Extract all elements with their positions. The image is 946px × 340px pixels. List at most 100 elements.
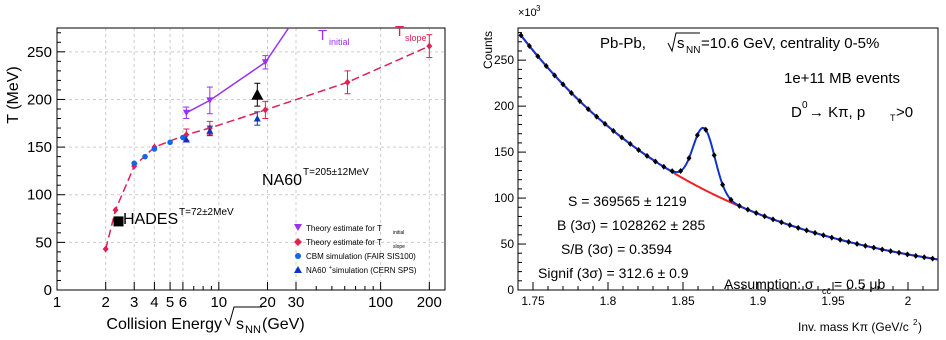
stat-signal: S = 369565 ± 1219 (568, 193, 687, 209)
left-point-s2-4 (180, 134, 186, 141)
svg-text:slope: slope (393, 244, 405, 250)
total-fit-curve (520, 34, 939, 261)
left-y-tick-label-1: 50 (35, 234, 52, 251)
left-point-s3-2 (253, 115, 261, 122)
svg-text:=10.6 GeV, centrality 0-5%: =10.6 GeV, centrality 0-5% (701, 35, 879, 52)
svg-text:CBM simulation (FAIR SIS100): CBM simulation (FAIR SIS100) (306, 252, 416, 261)
stat-s-over-b: S/B (3σ) = 0.3594 (561, 241, 672, 257)
svg-text:HADES: HADES (123, 211, 178, 228)
data-point-6 (568, 89, 574, 96)
svg-text:×10: ×10 (518, 7, 537, 19)
svg-text:T: T (318, 27, 327, 44)
data-point-27 (745, 206, 751, 213)
data-point-15 (644, 152, 650, 159)
data-point-14 (636, 146, 642, 153)
svg-text:T=205±12MeV: T=205±12MeV (303, 167, 369, 178)
svg-text:simulation (CERN SPS): simulation (CERN SPS) (332, 266, 417, 275)
left-point-s1-8 (426, 42, 433, 50)
stat-background: B (3σ) = 1028262 ± 285 (557, 217, 705, 233)
left-chart: 1 2 3 4 5 6 10 20 30 100 200 0 50 100 150 200 250 T (MeV… (5, 23, 446, 336)
left-point-s0-0 (182, 109, 190, 117)
left-x-axis-label: Collision Energy s NN (GeV) (106, 306, 305, 336)
svg-text:(GeV): (GeV) (262, 316, 305, 333)
left-point-s1-6 (262, 106, 269, 114)
data-point-11 (610, 127, 616, 134)
left-point-s2-2 (151, 146, 158, 152)
data-point-2 (535, 53, 541, 60)
left-y-tick-label-2: 100 (27, 187, 52, 204)
svg-text:): ) (918, 320, 922, 334)
data-point-5 (560, 81, 566, 88)
left-y-tick-label-3: 150 (27, 139, 52, 156)
data-point-20 (686, 155, 692, 162)
label-t-slope: T slope (395, 23, 427, 43)
svg-text:NA60: NA60 (306, 266, 327, 275)
left-x-tick-label-4: 5 (166, 294, 174, 311)
data-point-47 (913, 252, 919, 259)
left-x-tick-label-8: 30 (288, 294, 305, 311)
data-point-9 (594, 113, 600, 120)
data-point-16 (652, 158, 658, 165)
legend-entry-na60-sim: NA60 + simulation (CERN SPS) (294, 265, 417, 275)
svg-text:slope: slope (405, 33, 427, 43)
left-plot-frame (56, 27, 446, 291)
legend-entry-t-slope: Theory estimate for T slope (294, 238, 405, 250)
right-y-tick-label-2: 100 (494, 191, 514, 205)
highlight-point-0 (113, 216, 124, 227)
label-na60: NA60 T=205±12MeV (262, 167, 369, 189)
assumption-note: Assumption: σ cc̄ = 0.5 μb (724, 276, 885, 296)
left-point-s3-1 (206, 127, 214, 134)
left-x-tick-label-1: 2 (102, 294, 110, 311)
svg-text:s: s (677, 35, 685, 52)
right-chart: 1.75 1.8 1.85 1.9 1.95 2 0 50 100 150 200 250 ×10 3… (481, 4, 939, 334)
svg-text:T: T (890, 113, 896, 123)
left-point-s1-0 (102, 245, 109, 253)
data-point-44 (888, 248, 894, 255)
right-marks (518, 32, 936, 262)
right-y-tick-label-5: 250 (494, 53, 514, 67)
legend-entry-t-initial: Theory estimate for T initial (294, 224, 404, 236)
svg-text:>0: >0 (896, 104, 913, 121)
data-point-38 (837, 236, 843, 243)
data-point-24 (720, 181, 726, 188)
svg-text:Theory estimate for T: Theory estimate for T (306, 224, 382, 233)
left-point-s2-1 (142, 153, 148, 160)
data-point-34 (804, 227, 810, 234)
left-x-tick-label-3: 4 (150, 294, 158, 311)
data-point-25 (728, 196, 734, 203)
svg-text:Inv. mass Kπ (GeV/c: Inv. mass Kπ (GeV/c (798, 320, 909, 334)
right-curves (520, 34, 939, 261)
right-y-tick-label-3: 150 (494, 145, 514, 159)
data-point-42 (871, 244, 877, 251)
label-hades: HADES T=72±2MeV (123, 207, 234, 228)
data-point-19 (678, 168, 684, 175)
right-x-tick-label-0: 1.75 (521, 294, 545, 308)
left-marks (102, 34, 433, 253)
left-point-s3-0 (182, 135, 190, 143)
svg-text:T: T (395, 23, 404, 40)
data-point-10 (602, 120, 608, 127)
data-point-39 (846, 238, 852, 245)
svg-text:= 0.5 μb: = 0.5 μb (834, 276, 885, 292)
right-y-tick-label-4: 200 (494, 99, 514, 113)
left-point-s1-1 (112, 206, 119, 214)
right-x-tick-label-4: 1.95 (821, 294, 845, 308)
left-y-tick-label-0: 0 (44, 282, 52, 299)
data-point-45 (896, 249, 902, 256)
left-y-tick-label-4: 200 (27, 91, 52, 108)
data-point-1 (526, 43, 532, 50)
svg-text:NN: NN (686, 45, 700, 56)
data-point-18 (669, 168, 675, 175)
svg-text:initial: initial (329, 37, 350, 47)
right-y-tick-label-1: 50 (501, 237, 515, 251)
header-line-2: 1e+11 MB events (784, 70, 900, 87)
data-point-31 (778, 219, 784, 226)
svg-text:+: + (329, 265, 332, 271)
header-line-1: Pb-Pb, s NN =10.6 GeV, centrality 0-5% (600, 32, 879, 56)
data-point-8 (585, 106, 591, 113)
data-point-28 (753, 210, 759, 217)
data-point-49 (930, 255, 936, 262)
right-y-axis-label: Counts (481, 31, 495, 69)
right-y-multiplier: ×10 3 (518, 4, 541, 19)
data-point-30 (770, 216, 776, 223)
